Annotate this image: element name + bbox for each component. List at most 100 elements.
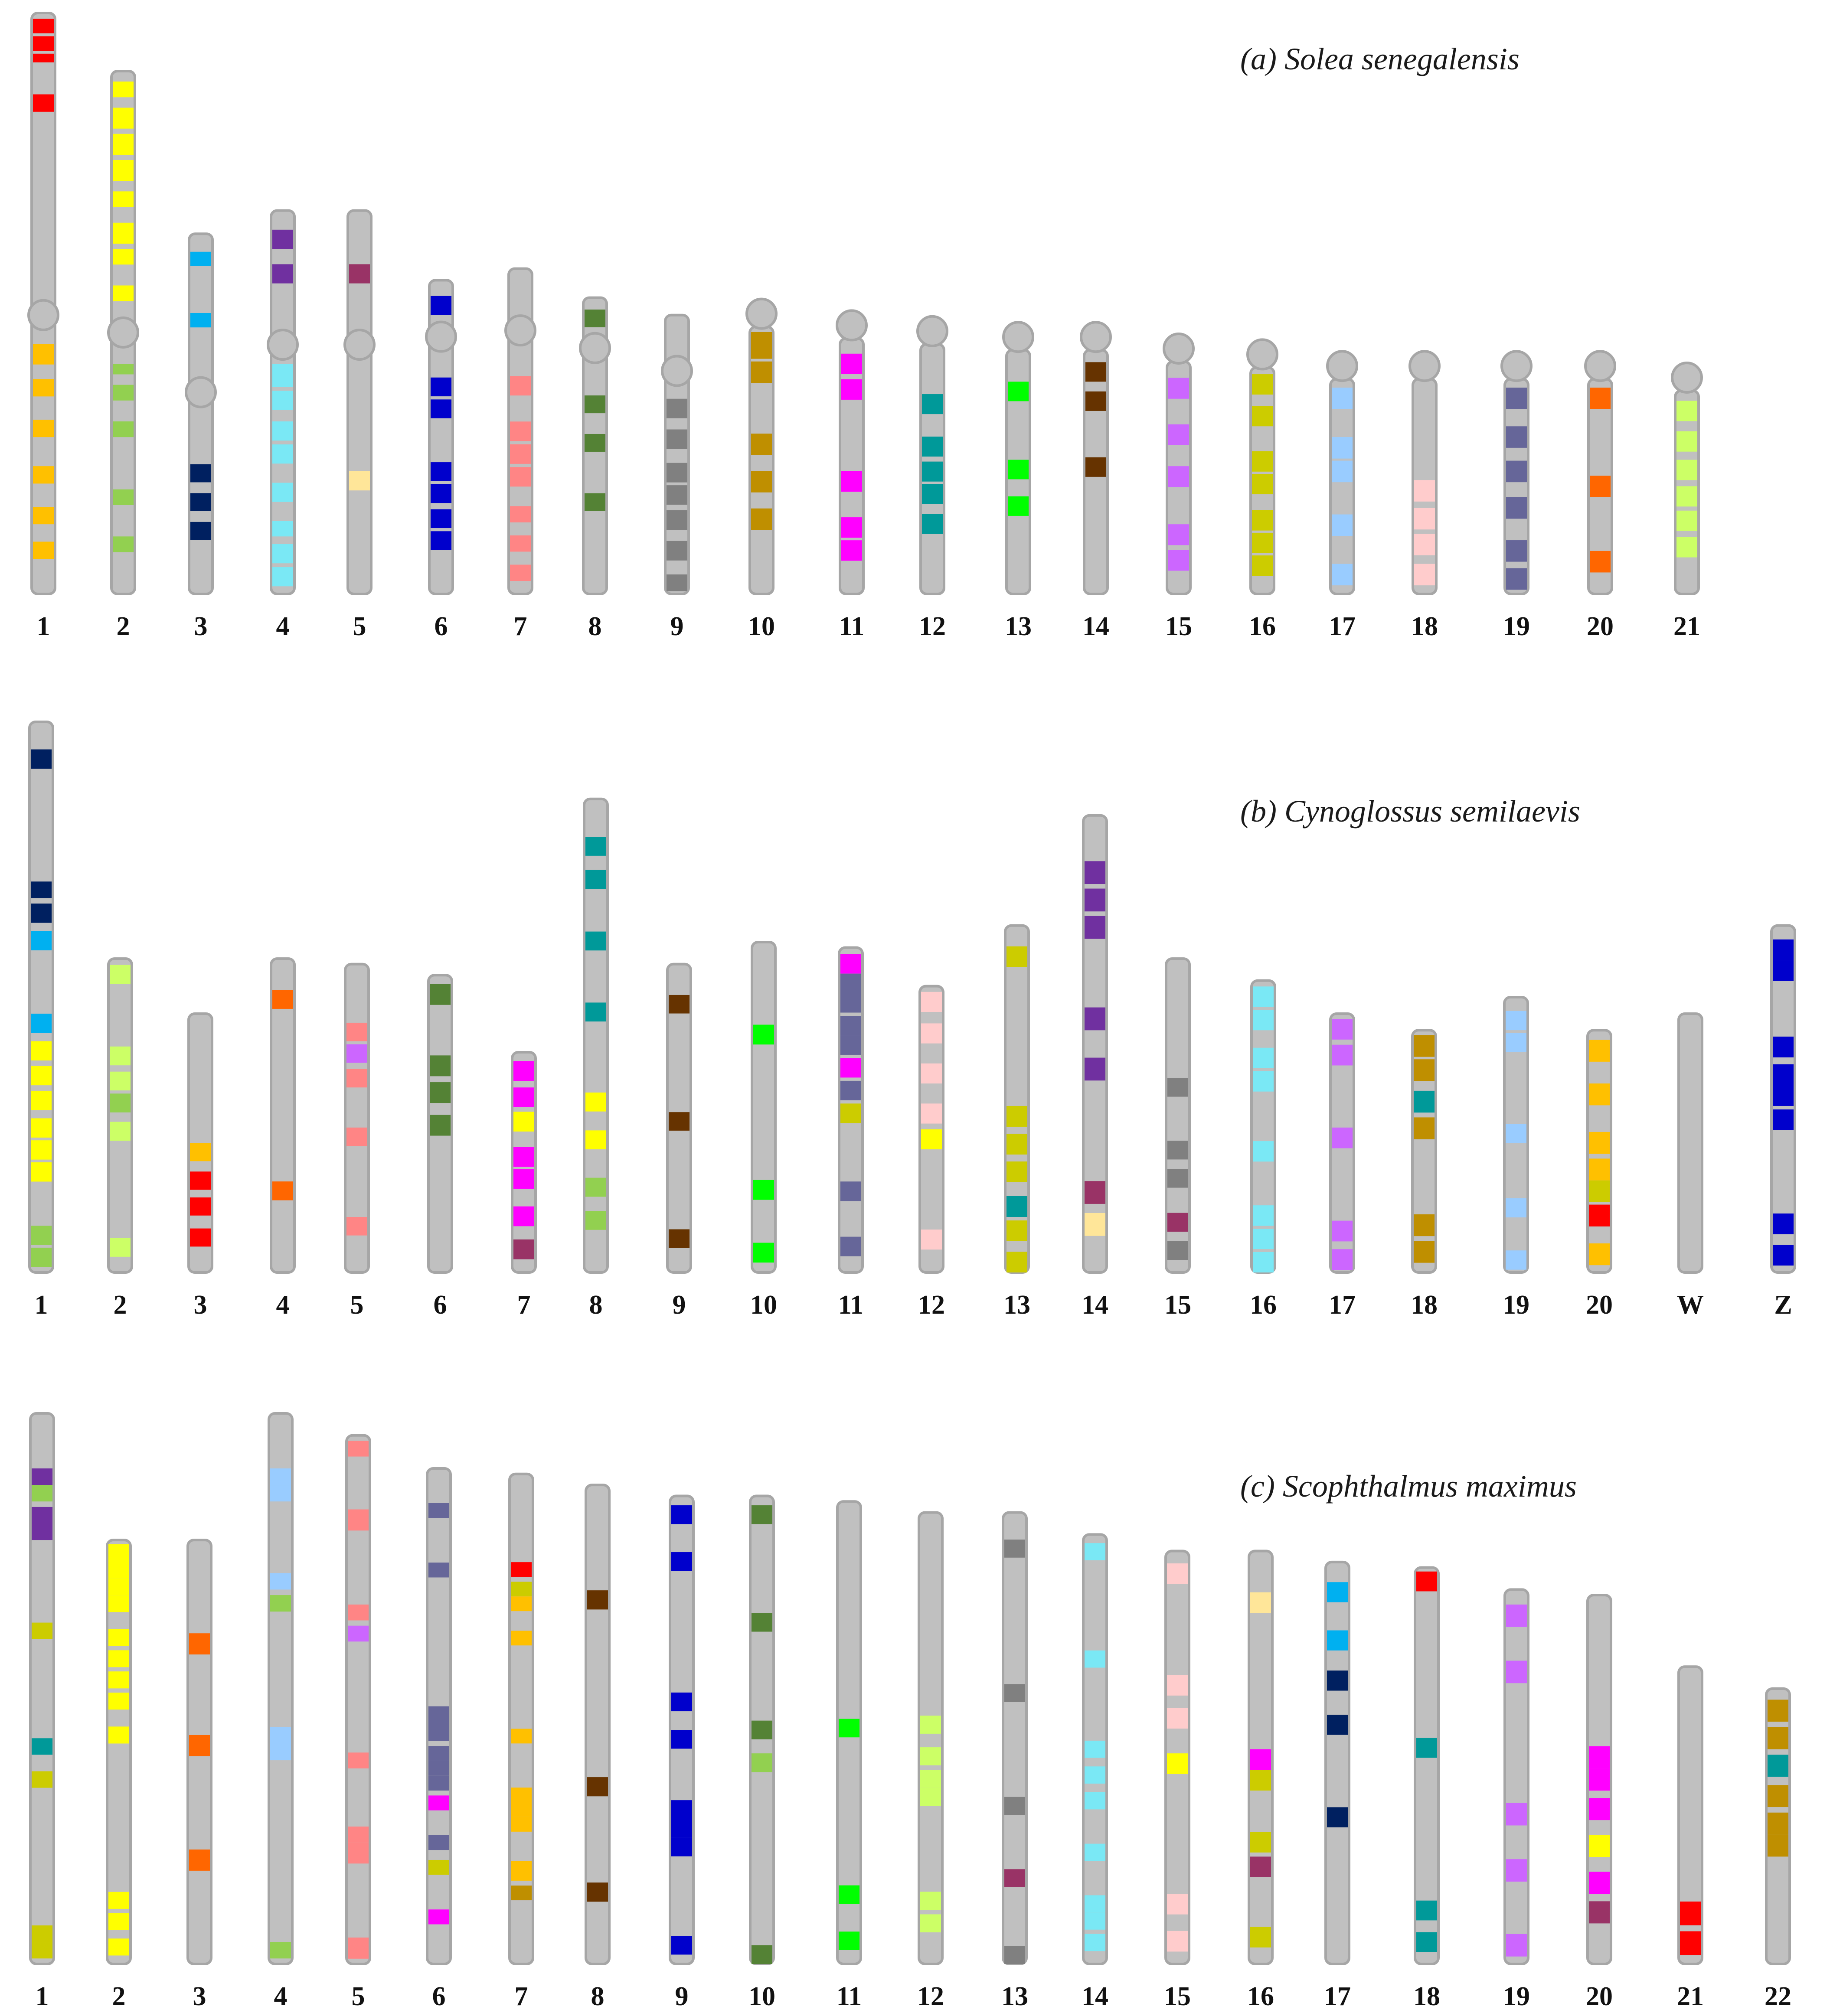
band-orange_y [33,466,54,484]
band-pink [921,1229,942,1250]
band-olive_y [1006,1106,1027,1127]
centromere-join [585,342,605,354]
band-lblue [1332,437,1353,459]
band-orange_y [33,542,54,559]
chromosome-label: Z [1774,1290,1792,1320]
band-blue [1773,1109,1794,1130]
band-olive_y [840,1103,861,1123]
band-green_b [839,1885,859,1904]
band-orange_y [511,1729,532,1744]
band-teal [1416,1900,1437,1921]
band-olive_y [1006,1251,1027,1272]
band-blue [1773,1085,1794,1106]
band-lblue [1506,1250,1526,1270]
band-yellow [31,1140,52,1160]
band-cyan_l [1085,1843,1105,1861]
centromere [1246,338,1278,371]
band-brown [587,1590,608,1610]
band-gold [1768,1700,1788,1722]
band-blue [1773,1213,1794,1234]
band-olive [585,309,605,327]
band-blue [1773,960,1794,981]
chromosome-label: 4 [276,1290,290,1320]
chromosome-11 [836,1500,862,1965]
chromosome-label: 1 [37,612,50,641]
centromere [1408,350,1441,382]
band-cyan_l [1253,1252,1274,1272]
band-salmon [348,1604,369,1621]
band-magenta [841,471,862,492]
chromosome-22 [1765,1687,1791,1965]
band-green_l [32,1485,52,1502]
band-slate [840,973,861,993]
band-purple [1085,861,1105,884]
band-cyan_l [1085,1934,1105,1951]
band-cyan_l [1253,1229,1274,1249]
chromosome-20 [1586,1594,1612,1966]
chromosome-7 [508,1472,534,1965]
band-magenta [1589,1768,1610,1791]
band-blue [431,377,451,397]
band-red [1680,1931,1701,1955]
band-navy [190,522,211,540]
band-magenta [841,379,862,400]
band-green_l [113,489,134,505]
chromosome-label: 13 [1005,612,1032,641]
band-purple [32,1523,52,1540]
band-green_b [839,1931,859,1950]
band-lime [110,965,131,984]
chromosome-label: 19 [1503,1982,1530,2011]
chromosome-label: 15 [1164,1290,1191,1320]
band-lime [920,1747,941,1765]
band-green_b [1008,382,1029,401]
band-blue [431,509,451,528]
band-salmon [510,564,531,581]
band-pink [1414,480,1435,502]
band-gray_d [667,510,687,530]
centromere-join [191,386,211,398]
chromosome-label: 17 [1324,1982,1351,2011]
band-gray_d [1167,1169,1188,1188]
chromosome-Z [1770,924,1796,1274]
band-orange_y [511,1631,532,1646]
band-magenta [513,1206,534,1227]
band-orange [189,1633,210,1655]
band-cyan_l [1253,1141,1274,1162]
band-cyan_l [1253,1047,1274,1068]
band-blue [431,462,451,481]
chromosome-body [1677,1012,1703,1274]
chromosome-label: 20 [1586,1290,1613,1320]
band-gray_d [667,541,687,561]
chromosome-1 [29,1412,55,1965]
band-blue [671,1800,692,1819]
chromosome-12 [918,1511,944,1966]
chromosome-label: 10 [750,1290,777,1320]
band-cyan_l [272,521,293,537]
band-cyan [1327,1630,1348,1651]
band-pink [921,1023,942,1044]
chromosome-14 [1082,814,1108,1274]
band-cyan_l [1085,1766,1105,1784]
band-purple [272,229,293,249]
chromosome-label: 8 [591,1982,605,2011]
chromosome-3 [186,1539,212,1966]
chromosome-label: 17 [1329,612,1356,641]
band-red [190,1228,211,1247]
band-teal [922,461,943,482]
band-lime [920,1914,941,1933]
chromosome-body [1503,1588,1529,1965]
band-olive_y [1250,1770,1271,1791]
chromosome-body [1677,1665,1703,1965]
band-lime [920,1892,941,1910]
chromosome-15 [1165,957,1191,1274]
centromere-join [510,324,530,337]
chromosome-10 [749,1494,775,1965]
centromere [745,297,778,330]
band-lime [1676,460,1697,480]
band-gray_d [1004,1797,1025,1815]
chromosome-label: 9 [673,1290,686,1320]
band-slate [1506,540,1527,562]
band-teal [1416,1932,1437,1952]
band-blue [671,1692,692,1712]
band-gray_d [1167,1241,1188,1260]
